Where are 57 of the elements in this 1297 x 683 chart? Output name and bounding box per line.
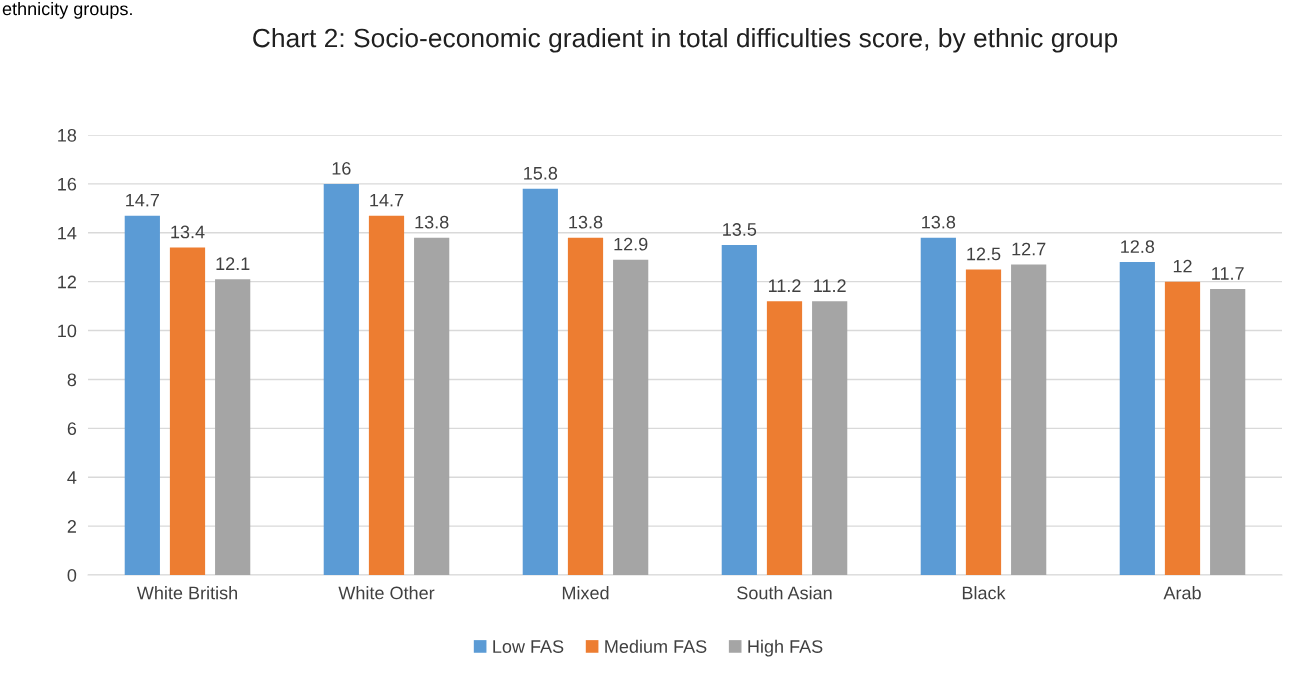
bar [567,237,604,575]
data-label: 13.5 [723,223,757,236]
data-label: 13.8 [569,215,603,229]
bar [721,245,757,575]
bar [368,215,405,575]
x-tick-label: Arab [1163,586,1201,600]
chart-title: Chart 2: Socio-economic gradient in total difficulties score, by ethnic group [253,28,1118,53]
x-tick-label: White British [136,586,237,600]
y-tick-label: 0 [67,568,77,582]
data-label: 11.2 [768,279,801,292]
y-tick-label: 4 [67,471,77,484]
bar [613,259,649,575]
legend-label: High FAS [748,639,823,657]
bar [414,237,450,575]
y-tick-label: 10 [58,324,77,338]
bar [1164,281,1201,575]
y-tick-label: 6 [67,422,77,436]
bar [169,247,206,575]
data-label: 12.1 [216,257,250,270]
data-label: 12.8 [1121,240,1155,253]
bar [1011,264,1047,575]
bar [1210,289,1246,575]
bar [1119,262,1155,575]
bar [124,215,160,575]
data-label: 13.8 [415,215,449,229]
bar [766,301,803,575]
bar [323,183,359,575]
y-tick-label: 16 [58,177,77,191]
data-label: 11.2 [814,279,846,292]
data-label: 12.9 [614,237,648,251]
data-label: 13.4 [171,225,205,239]
x-tick-label: South Asian [737,586,832,600]
x-tick-label: Mixed [562,586,609,600]
bar [920,237,956,575]
data-label: 15.8 [524,166,558,180]
text: ethnicity groups. [2,2,132,19]
bar [215,279,251,575]
y-tick-label: 2 [67,520,76,533]
data-label: 12.7 [1012,242,1046,256]
data-label: 14.7 [370,193,404,207]
y-tick-label: 12 [58,275,76,289]
data-label: 13.8 [922,215,956,229]
data-label: 12 [1173,259,1192,273]
y-tick-label: 8 [67,373,77,387]
legend-label: Low FAS [493,640,564,653]
bar [522,188,558,575]
bar [812,301,848,575]
x-tick-label: Black [962,586,1006,600]
bar [965,269,1002,575]
data-label: 14.7 [126,193,159,207]
data-label: 12.5 [967,247,1001,261]
data-label: 11.7 [1212,267,1244,280]
y-tick-label: 18 [58,128,77,142]
y-tick-label: 14 [58,226,77,240]
data-label: 16 [332,161,351,175]
legend-label: Medium FAS [605,639,707,653]
x-tick-label: White Other [338,586,435,600]
